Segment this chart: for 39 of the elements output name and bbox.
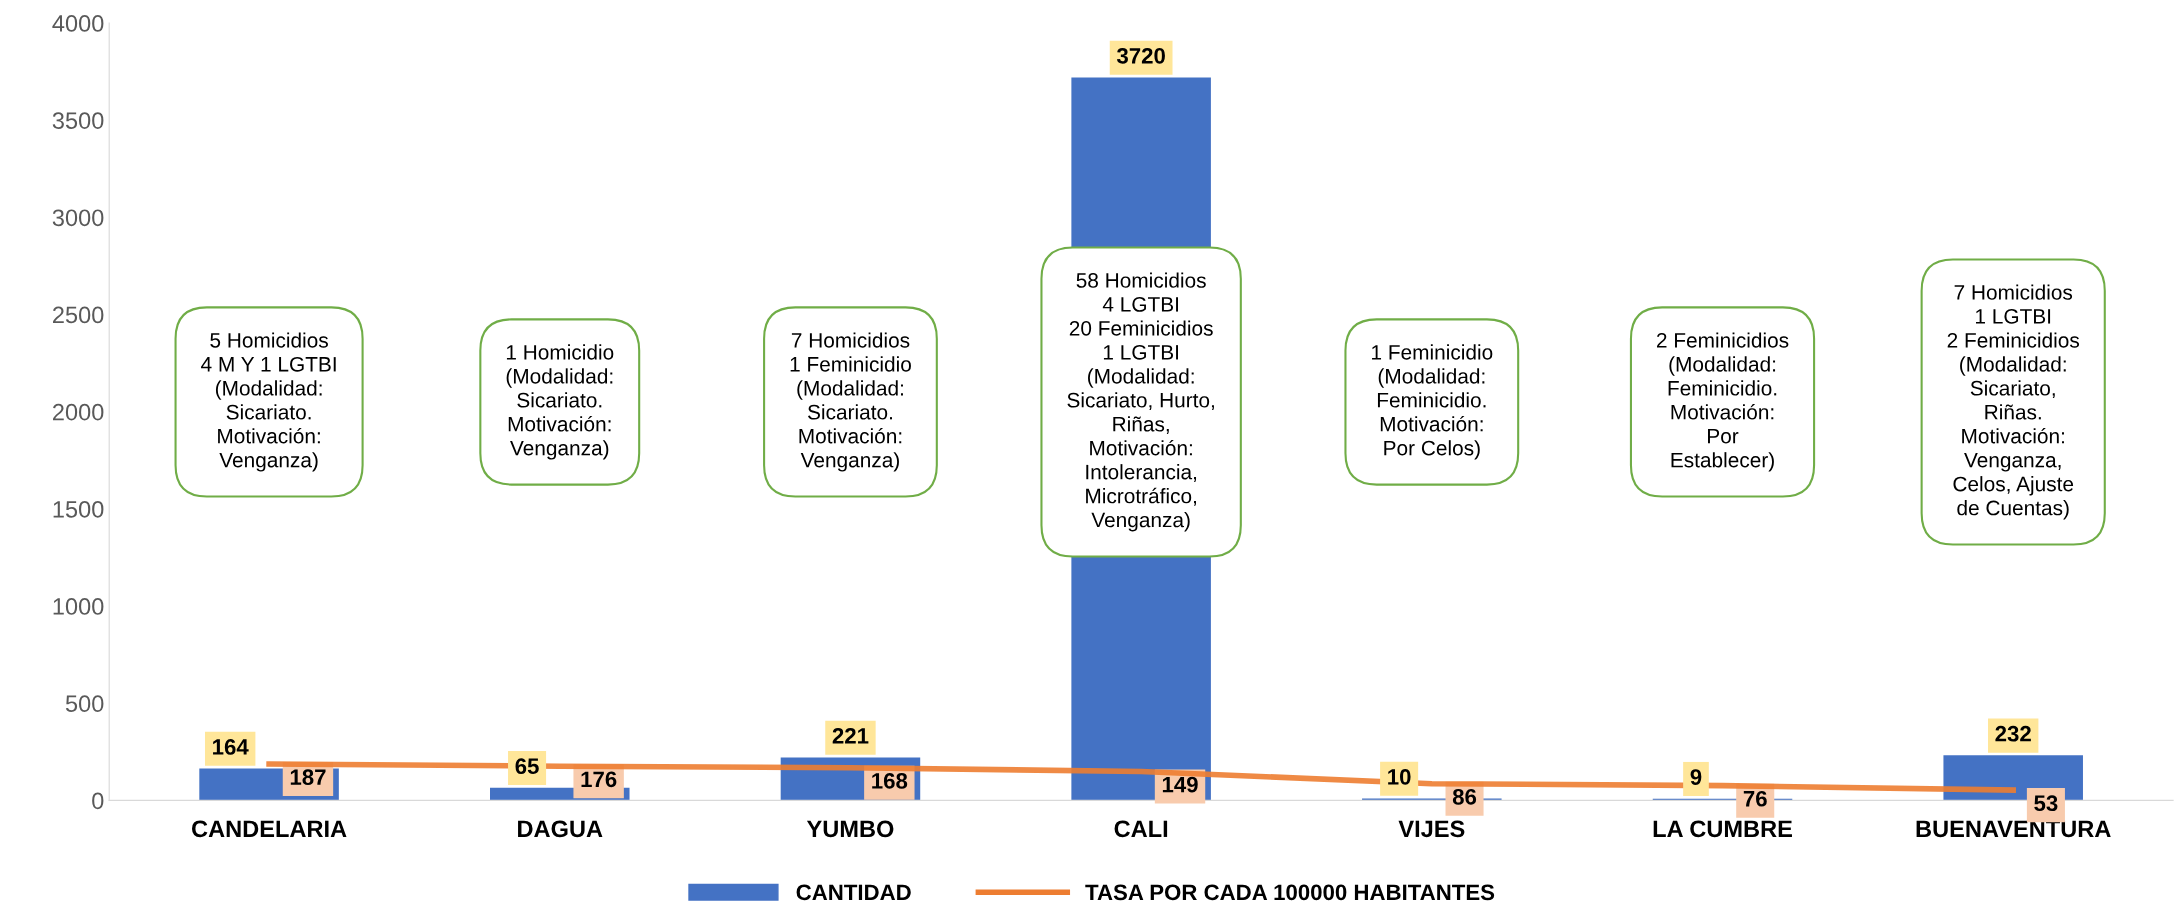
data-label: 168 bbox=[872, 773, 908, 789]
y-tick-label: 1500 bbox=[53, 500, 104, 518]
y-tick-label: 3000 bbox=[52, 209, 104, 227]
data-label: 65 bbox=[515, 758, 539, 775]
annotation: 1 Feminicidio (Modalidad: Feminicidio. Motivación: Por Celos) bbox=[1372, 344, 1493, 460]
x-tick-label: CALI bbox=[1114, 820, 1168, 838]
data-label: 187 bbox=[290, 769, 326, 786]
x-tick-label: LA CUMBRE bbox=[1653, 820, 1792, 838]
data-label: 10 bbox=[1388, 769, 1411, 785]
x-tick-label: BUENAVENTURA bbox=[1916, 820, 2111, 838]
y-tick-label: 4000 bbox=[52, 15, 104, 32]
y-tick-label: 500 bbox=[65, 695, 104, 713]
annotation: 7 Homicidios 1 Feminicidio (Modalidad: Sicariato. Motivación: Venganza) bbox=[790, 332, 911, 472]
data-label: 176 bbox=[581, 771, 617, 788]
y-tick-label: 2500 bbox=[53, 306, 104, 324]
y-tick-label: 0 bbox=[92, 792, 104, 810]
data-label: 86 bbox=[1452, 788, 1477, 805]
data-label: 53 bbox=[2034, 795, 2058, 812]
text: 7 Homicidios 1 LGTBI 2 Feminicidios (Modalidad: Sicariato, Riñas. Motivación: Venganza, Celos, Ajuste de Cuentas) bbox=[1947, 284, 2080, 520]
x-tick-label: VIJES bbox=[1398, 820, 1465, 838]
data-label: 149 bbox=[1162, 776, 1198, 793]
annotation: 5 Homicidios 4 M Y 1 LGTBI (Modalidad: Sicariato. Motivación: Venganza) bbox=[201, 332, 336, 472]
data-label: 9 bbox=[1690, 769, 1702, 785]
data-label: 221 bbox=[832, 727, 869, 744]
legend-label: CANTIDAD bbox=[796, 884, 911, 901]
annotation: 1 Homicidio (Modalidad: Sicariato. Motivación: Venganza) bbox=[506, 344, 614, 460]
text: 58 Homicidios 4 LGTBI 20 Feminicidios 1 LGTBI (Modalidad: Sicariato, Hurto, Riñas, Motivación: Intolerancia, Microtráfico, Venganza) bbox=[1067, 272, 1214, 532]
data-label: 3720 bbox=[1116, 47, 1165, 64]
x-tick-label: DAGUA bbox=[518, 820, 603, 838]
y-tick-label: 3500 bbox=[52, 112, 104, 129]
y-tick-label: 2000 bbox=[53, 403, 104, 421]
data-label: 232 bbox=[1995, 725, 2031, 742]
annotation: 2 Feminicidios (Modalidad: Feminicidio. Motivación: Por Establecer) bbox=[1656, 332, 1789, 472]
x-tick-label: CANDELARIA bbox=[192, 820, 347, 838]
legend-label: TASA POR CADA 100000 HABITANTES bbox=[1085, 884, 1495, 901]
x-tick-label: YUMBO bbox=[806, 820, 894, 838]
y-tick-label: 1000 bbox=[53, 598, 104, 615]
data-label: 76 bbox=[1743, 790, 1767, 807]
data-label: 164 bbox=[213, 739, 249, 755]
